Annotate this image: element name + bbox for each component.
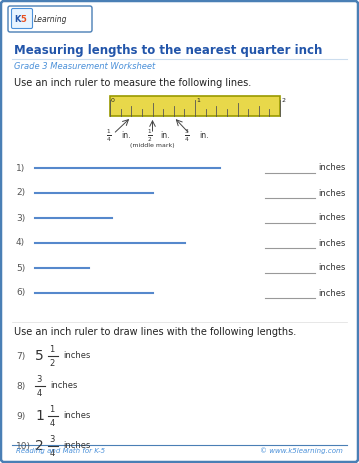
Text: 2): 2) bbox=[16, 188, 25, 198]
Text: © www.k5learning.com: © www.k5learning.com bbox=[260, 448, 343, 454]
Text: inches: inches bbox=[318, 163, 345, 173]
Text: 1: 1 bbox=[35, 409, 44, 423]
Text: inches: inches bbox=[318, 213, 345, 223]
Text: 5: 5 bbox=[20, 14, 26, 24]
Text: 1: 1 bbox=[196, 98, 200, 103]
Text: 4: 4 bbox=[36, 388, 42, 398]
Text: inches: inches bbox=[63, 351, 90, 361]
Text: Measuring lengths to the nearest quarter inch: Measuring lengths to the nearest quarter… bbox=[14, 44, 322, 57]
Text: 0: 0 bbox=[111, 98, 115, 103]
Text: 1): 1) bbox=[16, 163, 25, 173]
FancyBboxPatch shape bbox=[8, 6, 92, 32]
Text: $\frac{1}{2}$: $\frac{1}{2}$ bbox=[146, 128, 152, 144]
Text: in.: in. bbox=[121, 131, 131, 140]
Text: inches: inches bbox=[63, 442, 90, 450]
Text: $\frac{1}{4}$: $\frac{1}{4}$ bbox=[106, 128, 112, 144]
Text: Use an inch ruler to draw lines with the following lengths.: Use an inch ruler to draw lines with the… bbox=[14, 327, 296, 337]
Text: 10): 10) bbox=[16, 442, 31, 450]
Text: Grade 3 Measurement Worksheet: Grade 3 Measurement Worksheet bbox=[14, 62, 155, 71]
Bar bbox=[110, 96, 280, 116]
Text: 2: 2 bbox=[281, 98, 285, 103]
Text: (middle mark): (middle mark) bbox=[130, 143, 175, 148]
Text: 1: 1 bbox=[50, 344, 55, 353]
Text: 3: 3 bbox=[49, 434, 55, 444]
Text: 5): 5) bbox=[16, 263, 25, 273]
Text: inches: inches bbox=[63, 412, 90, 420]
Text: 4): 4) bbox=[16, 238, 25, 248]
Text: Learning: Learning bbox=[34, 14, 67, 24]
Text: Use an inch ruler to measure the following lines.: Use an inch ruler to measure the followi… bbox=[14, 78, 251, 88]
Text: 2: 2 bbox=[35, 439, 44, 453]
FancyBboxPatch shape bbox=[11, 8, 33, 29]
Text: inches: inches bbox=[50, 382, 78, 390]
Text: K: K bbox=[14, 14, 20, 24]
Text: 4: 4 bbox=[50, 449, 55, 457]
Text: in.: in. bbox=[160, 131, 170, 140]
Text: Reading and Math for K-5: Reading and Math for K-5 bbox=[16, 448, 105, 454]
Text: 3: 3 bbox=[36, 375, 42, 383]
Text: 2: 2 bbox=[50, 358, 55, 368]
Text: $\frac{3}{4}$: $\frac{3}{4}$ bbox=[184, 128, 190, 144]
Text: inches: inches bbox=[318, 288, 345, 298]
Text: 5: 5 bbox=[35, 349, 44, 363]
Text: inches: inches bbox=[318, 263, 345, 273]
Text: 3): 3) bbox=[16, 213, 25, 223]
Text: inches: inches bbox=[318, 238, 345, 248]
Text: 4: 4 bbox=[50, 419, 55, 427]
Text: inches: inches bbox=[318, 188, 345, 198]
Text: 8): 8) bbox=[16, 382, 25, 390]
Text: in.: in. bbox=[199, 131, 208, 140]
Text: 1: 1 bbox=[50, 405, 55, 413]
Text: 9): 9) bbox=[16, 412, 25, 420]
Text: 6): 6) bbox=[16, 288, 25, 298]
Text: 7): 7) bbox=[16, 351, 25, 361]
